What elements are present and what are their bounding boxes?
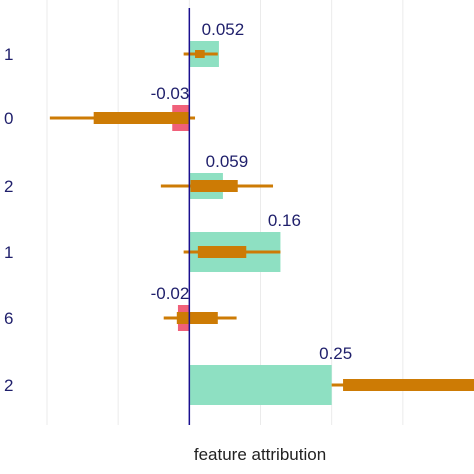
value-labels: 0.052 -0.03 0.059 0.16 -0.02 0.25 xyxy=(151,20,353,363)
intervals xyxy=(49,50,474,391)
y-tick-labels: 1 0 2 1 6 2 xyxy=(4,45,13,395)
y-tick-label-4: 6 xyxy=(4,309,13,328)
y-tick-label-5: 2 xyxy=(4,376,13,395)
value-label-5: 0.25 xyxy=(319,344,352,363)
interval-inner-2 xyxy=(190,180,238,192)
y-tick-label-3: 1 xyxy=(4,243,13,262)
bars xyxy=(172,41,332,405)
interval-inner-3 xyxy=(197,246,247,258)
x-axis-title: feature attribution xyxy=(194,445,326,464)
y-tick-label-1: 0 xyxy=(4,109,13,128)
interval-inner-5 xyxy=(343,379,474,391)
value-label-2: 0.059 xyxy=(206,152,249,171)
value-label-4: -0.02 xyxy=(151,284,190,303)
interval-inner-0 xyxy=(195,50,205,58)
value-label-1: -0.03 xyxy=(151,84,190,103)
y-tick-label-0: 1 xyxy=(4,45,13,64)
bar-5 xyxy=(189,365,332,405)
interval-inner-1 xyxy=(93,112,190,124)
value-label-0: 0.052 xyxy=(202,20,245,39)
y-tick-label-2: 2 xyxy=(4,177,13,196)
interval-inner-4 xyxy=(176,312,218,324)
value-label-3: 0.16 xyxy=(268,211,301,230)
